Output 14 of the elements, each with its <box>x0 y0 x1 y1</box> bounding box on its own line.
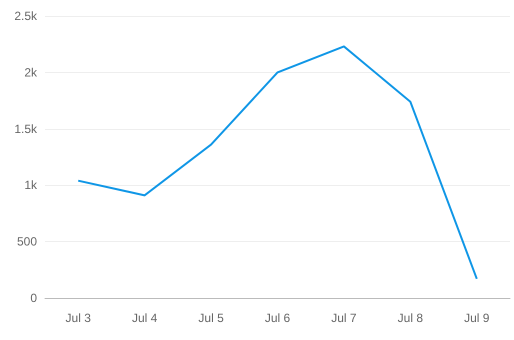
x-tick-label: Jul 4 <box>132 311 158 325</box>
y-tick-label: 500 <box>16 234 38 249</box>
x-tick-label: Jul 3 <box>66 311 92 325</box>
x-tick-label: Jul 9 <box>464 311 490 325</box>
x-tick-label: Jul 7 <box>331 311 357 325</box>
line-series <box>77 45 478 280</box>
y-tick-label: 1.5k <box>14 122 38 136</box>
y-tick-label: 2.5k <box>14 9 38 23</box>
y-tick-label: 2k <box>24 65 38 80</box>
x-tick-label: Jul 8 <box>398 311 424 325</box>
x-tick-label: Jul 6 <box>264 311 290 325</box>
y-tick-label: 0 <box>30 291 38 305</box>
y-tick-label: 1k <box>24 178 38 192</box>
x-tick-label: Jul 5 <box>198 311 224 325</box>
